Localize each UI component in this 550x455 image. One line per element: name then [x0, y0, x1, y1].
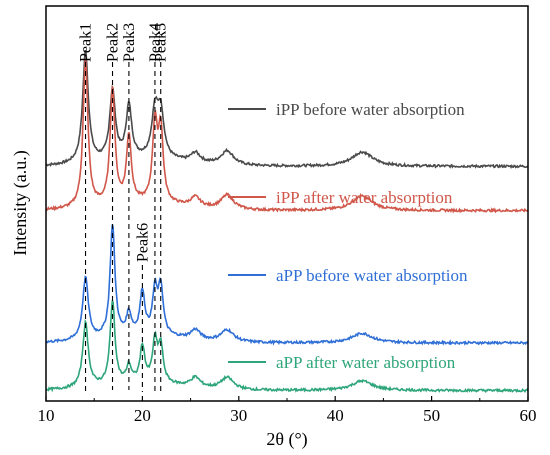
legend-label-3: aPP before water absorption: [276, 266, 468, 285]
legend-label-2: iPP after water absorption: [276, 188, 453, 207]
x-tick-label-3: 30: [230, 406, 247, 425]
y-axis-title: Intensity (a.u.): [10, 150, 31, 255]
series-line-4: [45, 300, 529, 394]
peak-label-1: Peak1: [78, 23, 95, 62]
peak-label-6: Peak6: [134, 223, 151, 262]
peak-label-4: Peak4: [147, 23, 164, 62]
x-tick-label-1: 10: [38, 406, 55, 425]
peak-label-3: Peak3: [121, 23, 138, 62]
series-curves: [45, 49, 529, 394]
series-line-3: [45, 224, 529, 346]
x-axis-title: 2θ (°): [266, 429, 307, 450]
legend: iPP before water absorption iPP after wat…: [228, 100, 468, 372]
legend-label-4: aPP after water absorption: [276, 353, 456, 372]
x-tick-label-2: 20: [134, 406, 151, 425]
x-tick-label-4: 40: [327, 406, 344, 425]
x-tick-label-6: 60: [520, 406, 537, 425]
x-axis-ticks: 10 20 30 40 50 60: [38, 396, 537, 425]
peak-label-2: Peak2: [105, 23, 122, 62]
peak-label-5: Peak5: [153, 23, 170, 62]
series-line-1: [45, 49, 529, 169]
x-tick-label-5: 50: [423, 406, 440, 425]
legend-label-1: iPP before water absorption: [276, 100, 465, 119]
series-line-2: [45, 58, 529, 214]
